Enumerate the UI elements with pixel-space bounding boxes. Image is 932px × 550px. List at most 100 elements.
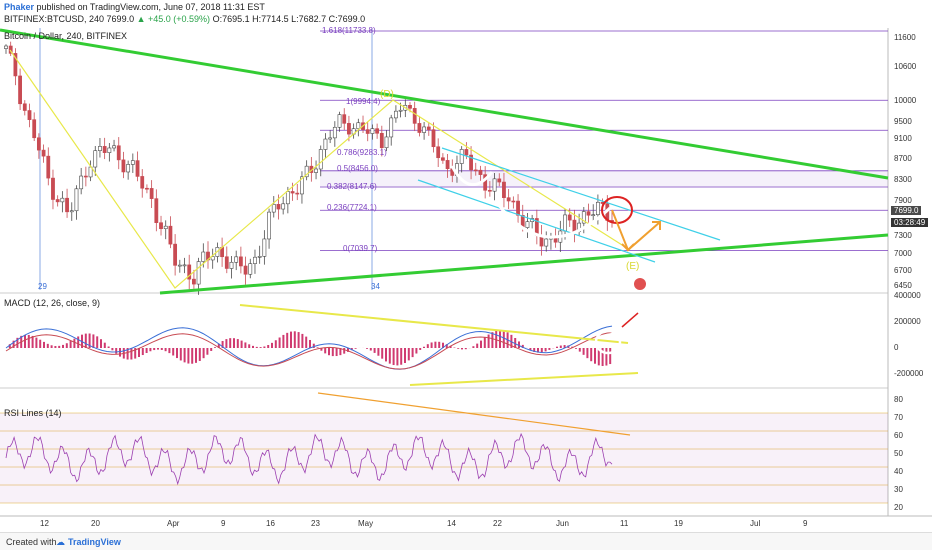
candle-body — [440, 157, 445, 161]
candle-body — [332, 126, 337, 139]
white-arc — [493, 199, 612, 239]
macd-tick: 400000 — [894, 291, 921, 300]
x-tick: Jun — [556, 519, 569, 528]
wave-e-label: (E) — [626, 261, 640, 272]
rsi-trendline — [317, 392, 631, 436]
candle-body — [51, 177, 55, 200]
candle-body — [74, 188, 79, 212]
candle-body — [563, 214, 567, 232]
candle-body — [502, 181, 506, 198]
candle-body — [262, 238, 267, 257]
cycle-label-a: 29 — [38, 282, 47, 291]
cloud-icon: ☁ — [56, 537, 65, 547]
candle-body — [267, 211, 271, 240]
header-line-2: BITFINEX:BTCUSD, 240 7699.0 ▲ +45.0 (+0.… — [4, 14, 365, 24]
candle-body — [314, 168, 318, 173]
y-tick: 10000 — [894, 96, 917, 105]
y-tick: 7000 — [894, 249, 912, 258]
candle-body — [98, 146, 102, 151]
arrow-head-icon — [621, 243, 635, 252]
macd-tick: 200000 — [894, 317, 921, 326]
y-tick: 9100 — [894, 134, 912, 143]
candle-body — [121, 159, 126, 173]
candle-body — [154, 198, 159, 223]
candle-body — [483, 174, 488, 191]
candle-body — [36, 137, 41, 151]
candle-body — [69, 210, 74, 213]
candle-body — [27, 110, 32, 120]
candle-body — [295, 192, 300, 195]
candle-body — [159, 222, 163, 230]
candle-body — [497, 178, 502, 183]
macd-tick: 0 — [894, 343, 899, 352]
y-tick: 10600 — [894, 62, 917, 71]
candle-body — [426, 126, 431, 130]
ohlc: O:7695.1 H:7714.5 L:7682.7 C:7699.0 — [212, 14, 366, 24]
fib-5-label: 0.5(8456.0) — [337, 164, 378, 173]
rsi-line — [5, 432, 613, 486]
y-tick: 9500 — [894, 117, 912, 126]
x-tick: Apr — [167, 519, 180, 528]
candle-body — [318, 149, 323, 170]
x-tick: 9 — [221, 519, 226, 528]
x-tick: 22 — [493, 519, 502, 528]
candle-body — [168, 225, 173, 245]
candle-body — [126, 164, 131, 173]
rsi-band — [0, 413, 888, 503]
candle-body — [107, 147, 112, 153]
candles — [4, 41, 614, 295]
x-tick: Jul — [750, 519, 761, 528]
candle-body — [511, 200, 516, 203]
candle-body — [323, 138, 328, 150]
y-tick: 8700 — [894, 154, 912, 163]
rsi-tick: 40 — [894, 467, 903, 476]
footer: Created with ☁ TradingView — [0, 532, 932, 550]
projection-arrow — [611, 209, 661, 252]
author-name[interactable]: Phaker — [4, 2, 35, 12]
x-tick: May — [358, 519, 374, 528]
candle-body — [13, 53, 18, 77]
candle-body — [553, 237, 558, 243]
candle-body — [276, 204, 281, 210]
candle-body — [459, 149, 464, 164]
candle-body — [469, 154, 473, 171]
candle-body — [65, 197, 69, 213]
candle-body — [431, 129, 436, 148]
tradingview-logo[interactable]: TradingView — [68, 537, 121, 547]
candle-body — [290, 191, 295, 194]
candle-body — [8, 45, 13, 54]
x-tick: 9 — [803, 519, 808, 528]
candle-body — [130, 160, 135, 165]
candle-body — [567, 214, 572, 221]
chart-title: Bitcoin / Dollar, 240, BITFINEX — [4, 31, 128, 41]
y-tick: 7900 — [894, 196, 912, 205]
wave-lines — [9, 49, 631, 289]
candle-body — [506, 197, 511, 202]
candle-body — [83, 175, 88, 178]
candle-body — [516, 200, 520, 216]
candle-body — [525, 221, 530, 228]
candle-body — [163, 225, 168, 230]
fib-236-label: 0.236(7724.1) — [327, 203, 377, 212]
cycle-label-b: 34 — [371, 282, 380, 291]
candle-body — [422, 126, 426, 133]
candle-body — [271, 204, 276, 213]
candle-body — [464, 149, 469, 156]
candle-body — [389, 117, 394, 138]
candle-body — [192, 278, 196, 285]
candle-body — [436, 146, 441, 159]
candle-body — [398, 109, 403, 112]
candle-body — [412, 108, 417, 124]
candle-body — [304, 165, 309, 178]
candle-body — [234, 256, 239, 263]
candle-body — [384, 136, 389, 149]
fib-382-label: 0.382(8147.6) — [327, 182, 377, 191]
candle-body — [347, 123, 351, 135]
candle-body — [337, 114, 342, 128]
candle-body — [492, 178, 497, 192]
candle-body — [417, 123, 422, 133]
candle-body — [60, 197, 65, 203]
fib-786-label: 0.786(9283.1) — [337, 148, 387, 157]
